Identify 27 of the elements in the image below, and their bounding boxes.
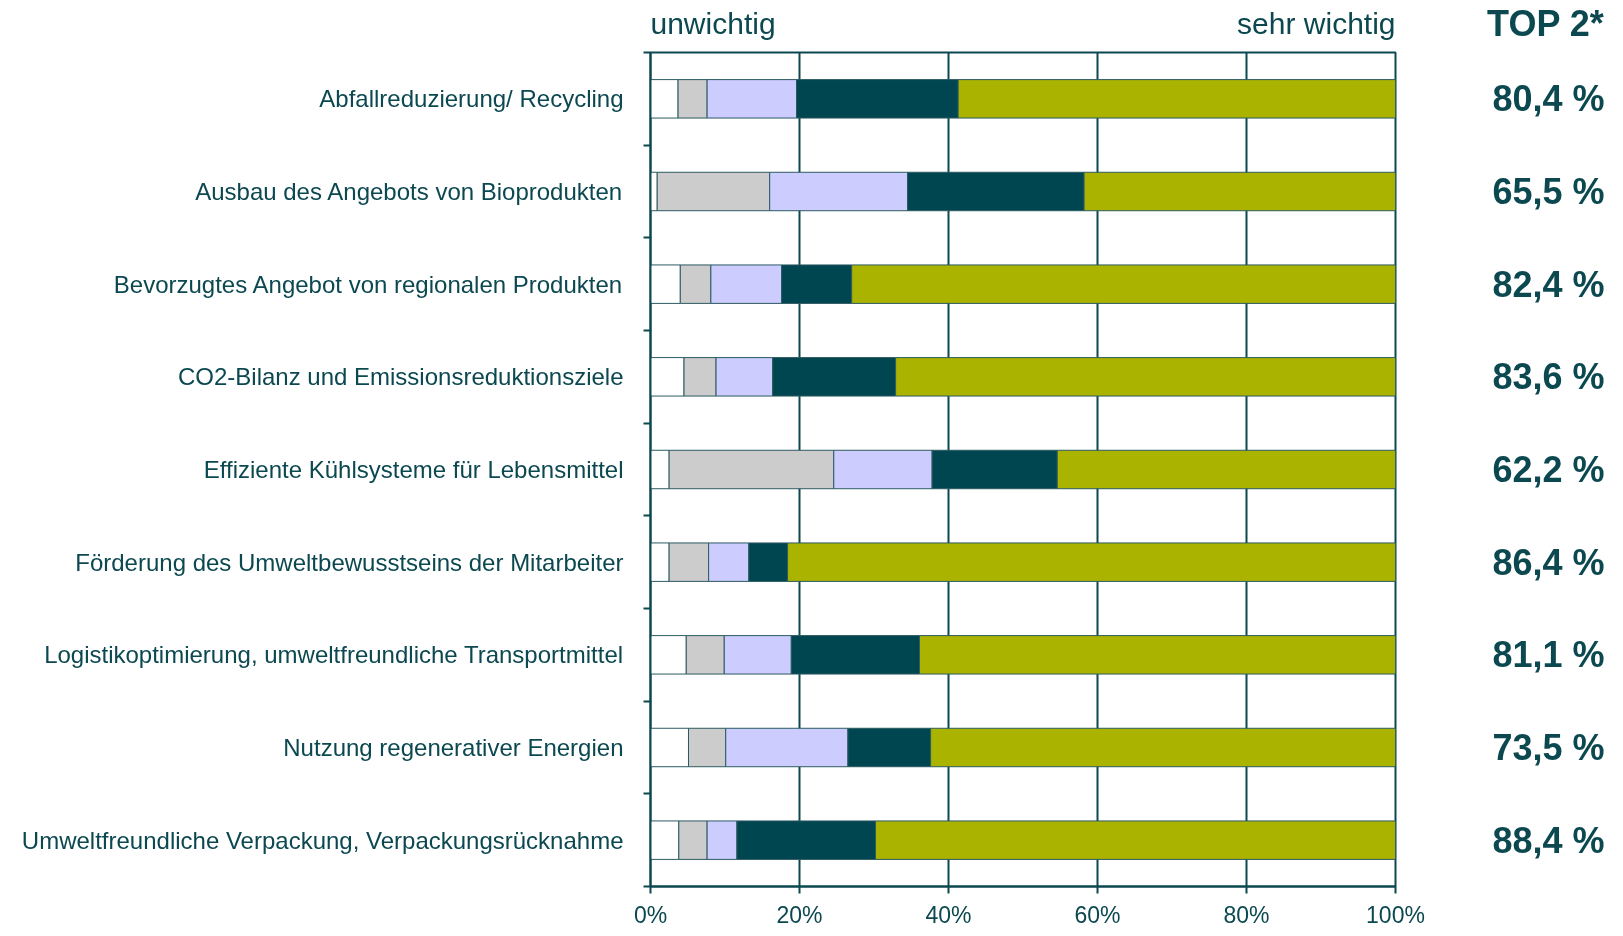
y-tick-label: Bevorzugtes Angebot von regionalen Produkten xyxy=(113,270,623,298)
y-tick-label: Effiziente Kühlsysteme für Lebensmittel xyxy=(203,456,624,483)
x-tick-label: 80% xyxy=(1223,901,1270,928)
text: 86,4 % xyxy=(1492,541,1605,583)
text: 83,6 % xyxy=(1492,356,1605,398)
x-tick-label: 40% xyxy=(925,901,972,928)
text: 73,5 % xyxy=(1492,727,1605,768)
y-tick-label: Umweltfreundliche Verpackung, Verpackungsrücknahme xyxy=(21,826,624,854)
y-tick-label: CO2-Bilanz und Emissionsreduktionsziele xyxy=(177,363,624,391)
y-tick-label: Ausbau des Angebots von Bioprodukten xyxy=(195,178,623,205)
text: sehr wichtig xyxy=(1237,7,1396,40)
text: 81,1 % xyxy=(1492,634,1605,676)
text: unwichtig xyxy=(650,7,776,40)
x-tick-label: 0% xyxy=(633,901,668,928)
text: TOP 2* xyxy=(1487,3,1604,44)
x-tick-label: 20% xyxy=(776,901,823,928)
text: 65,5 % xyxy=(1492,171,1605,212)
x-tick-label: 100% xyxy=(1366,901,1425,928)
y-tick-label: Förderung des Umweltbewusstseins der Mitarbeiter xyxy=(75,548,624,576)
text: 88,4 % xyxy=(1492,819,1605,861)
text: 80,4 % xyxy=(1492,78,1605,120)
text: 82,4 % xyxy=(1492,263,1605,305)
x-tick-label: 60% xyxy=(1074,901,1121,928)
y-tick-label: Nutzung regenerativer Energien xyxy=(283,734,624,761)
y-tick-label: Logistikoptimierung, umweltfreundliche Transportmittel xyxy=(44,641,624,669)
text: 62,2 % xyxy=(1492,449,1605,490)
y-tick-label: Abfallreduzierung/ Recycling xyxy=(319,85,624,113)
